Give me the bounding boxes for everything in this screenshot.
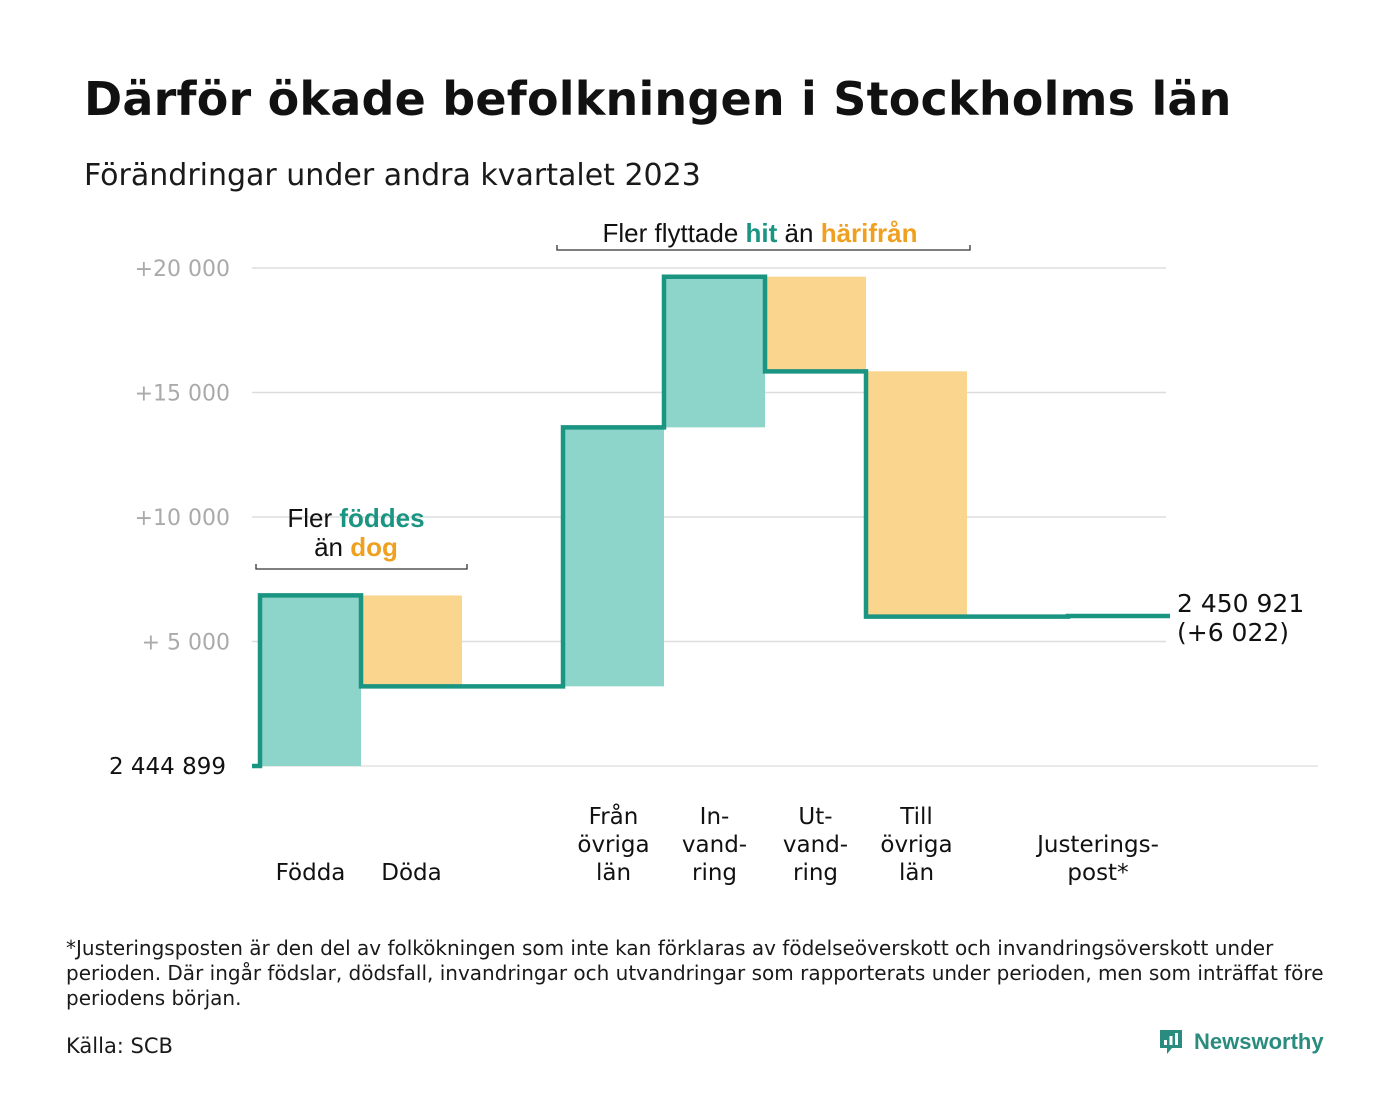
annotation-part: Fler flyttade [602,218,745,248]
category-label: Födda [276,860,346,886]
y-tick-label: +15 000 [135,382,230,407]
source-label: Källa: SCB [66,1034,173,1058]
category-label-line: Justerings- [1035,832,1159,858]
annotation-part: dog [350,532,398,562]
category-label: Från övriga län [577,802,649,886]
annotation-part: än [314,532,350,562]
annotation-births: Fler föddes [287,503,424,533]
category-label-line: övriga [880,832,952,858]
y-tick-label: +10 000 [135,506,230,531]
annotation-migration: Fler flyttade hit än härifrån [602,218,917,248]
category-label-line: vand- [682,832,747,858]
brand[interactable]: Newsworthy [1158,1028,1324,1056]
category-label: Döda [381,860,441,886]
y-tick-label: +20 000 [135,257,230,282]
category-label-line: Ut- [798,804,832,830]
category-label-line: post* [1067,860,1128,886]
annotation-births: än dog [314,532,398,562]
chart-subtitle: Förändringar under andra kvartalet 2023 [84,158,701,193]
footnote: *Justeringsposten är den del av folkökni… [66,936,1324,1010]
category-label-line: övriga [577,832,649,858]
category-label-line: vand- [783,832,848,858]
category-label-line: län [899,860,934,886]
category-label-line: In- [700,804,730,830]
bar-4 [563,427,664,687]
end-change-label: (+6 022) [1177,618,1289,647]
category-label: Till övriga län [880,804,952,886]
category-label: Justerings-post* [1035,832,1159,886]
bracket-migration [556,245,971,251]
category-label: Ut-vand-ring [783,804,848,886]
brand-name: Newsworthy [1194,1029,1324,1054]
bar-5 [664,276,765,428]
category-label-line: Döda [381,860,441,886]
bar-2 [361,595,462,687]
bar-1 [260,595,361,766]
category-label-line: ring [793,860,838,886]
step-line [252,274,1170,769]
category-label-line: Födda [276,860,346,886]
end-value-label: 2 450 921 [1177,589,1304,618]
bar-7 [866,371,967,617]
bracket-births [255,564,468,570]
annotation-part: Fler [287,503,339,533]
category-label-line: Till [899,804,933,830]
annotation-part: härifrån [821,218,918,248]
category-label-line: Från [589,802,639,830]
category-label-line: län [596,860,631,886]
annotation-part: föddes [339,503,424,533]
y-tick-label: + 5 000 [142,631,230,656]
category-label-line: ring [692,860,737,886]
annotation-part: hit [746,218,778,248]
chart-title: Därför ökade befolkningen i Stockholms l… [84,72,1232,126]
newsworthy-logo-icon [1160,1030,1182,1054]
category-label: In-vand-ring [682,804,747,886]
bar-6 [765,276,866,372]
annotation-part: än [777,218,820,248]
base-value-label: 2 444 899 [109,754,226,780]
